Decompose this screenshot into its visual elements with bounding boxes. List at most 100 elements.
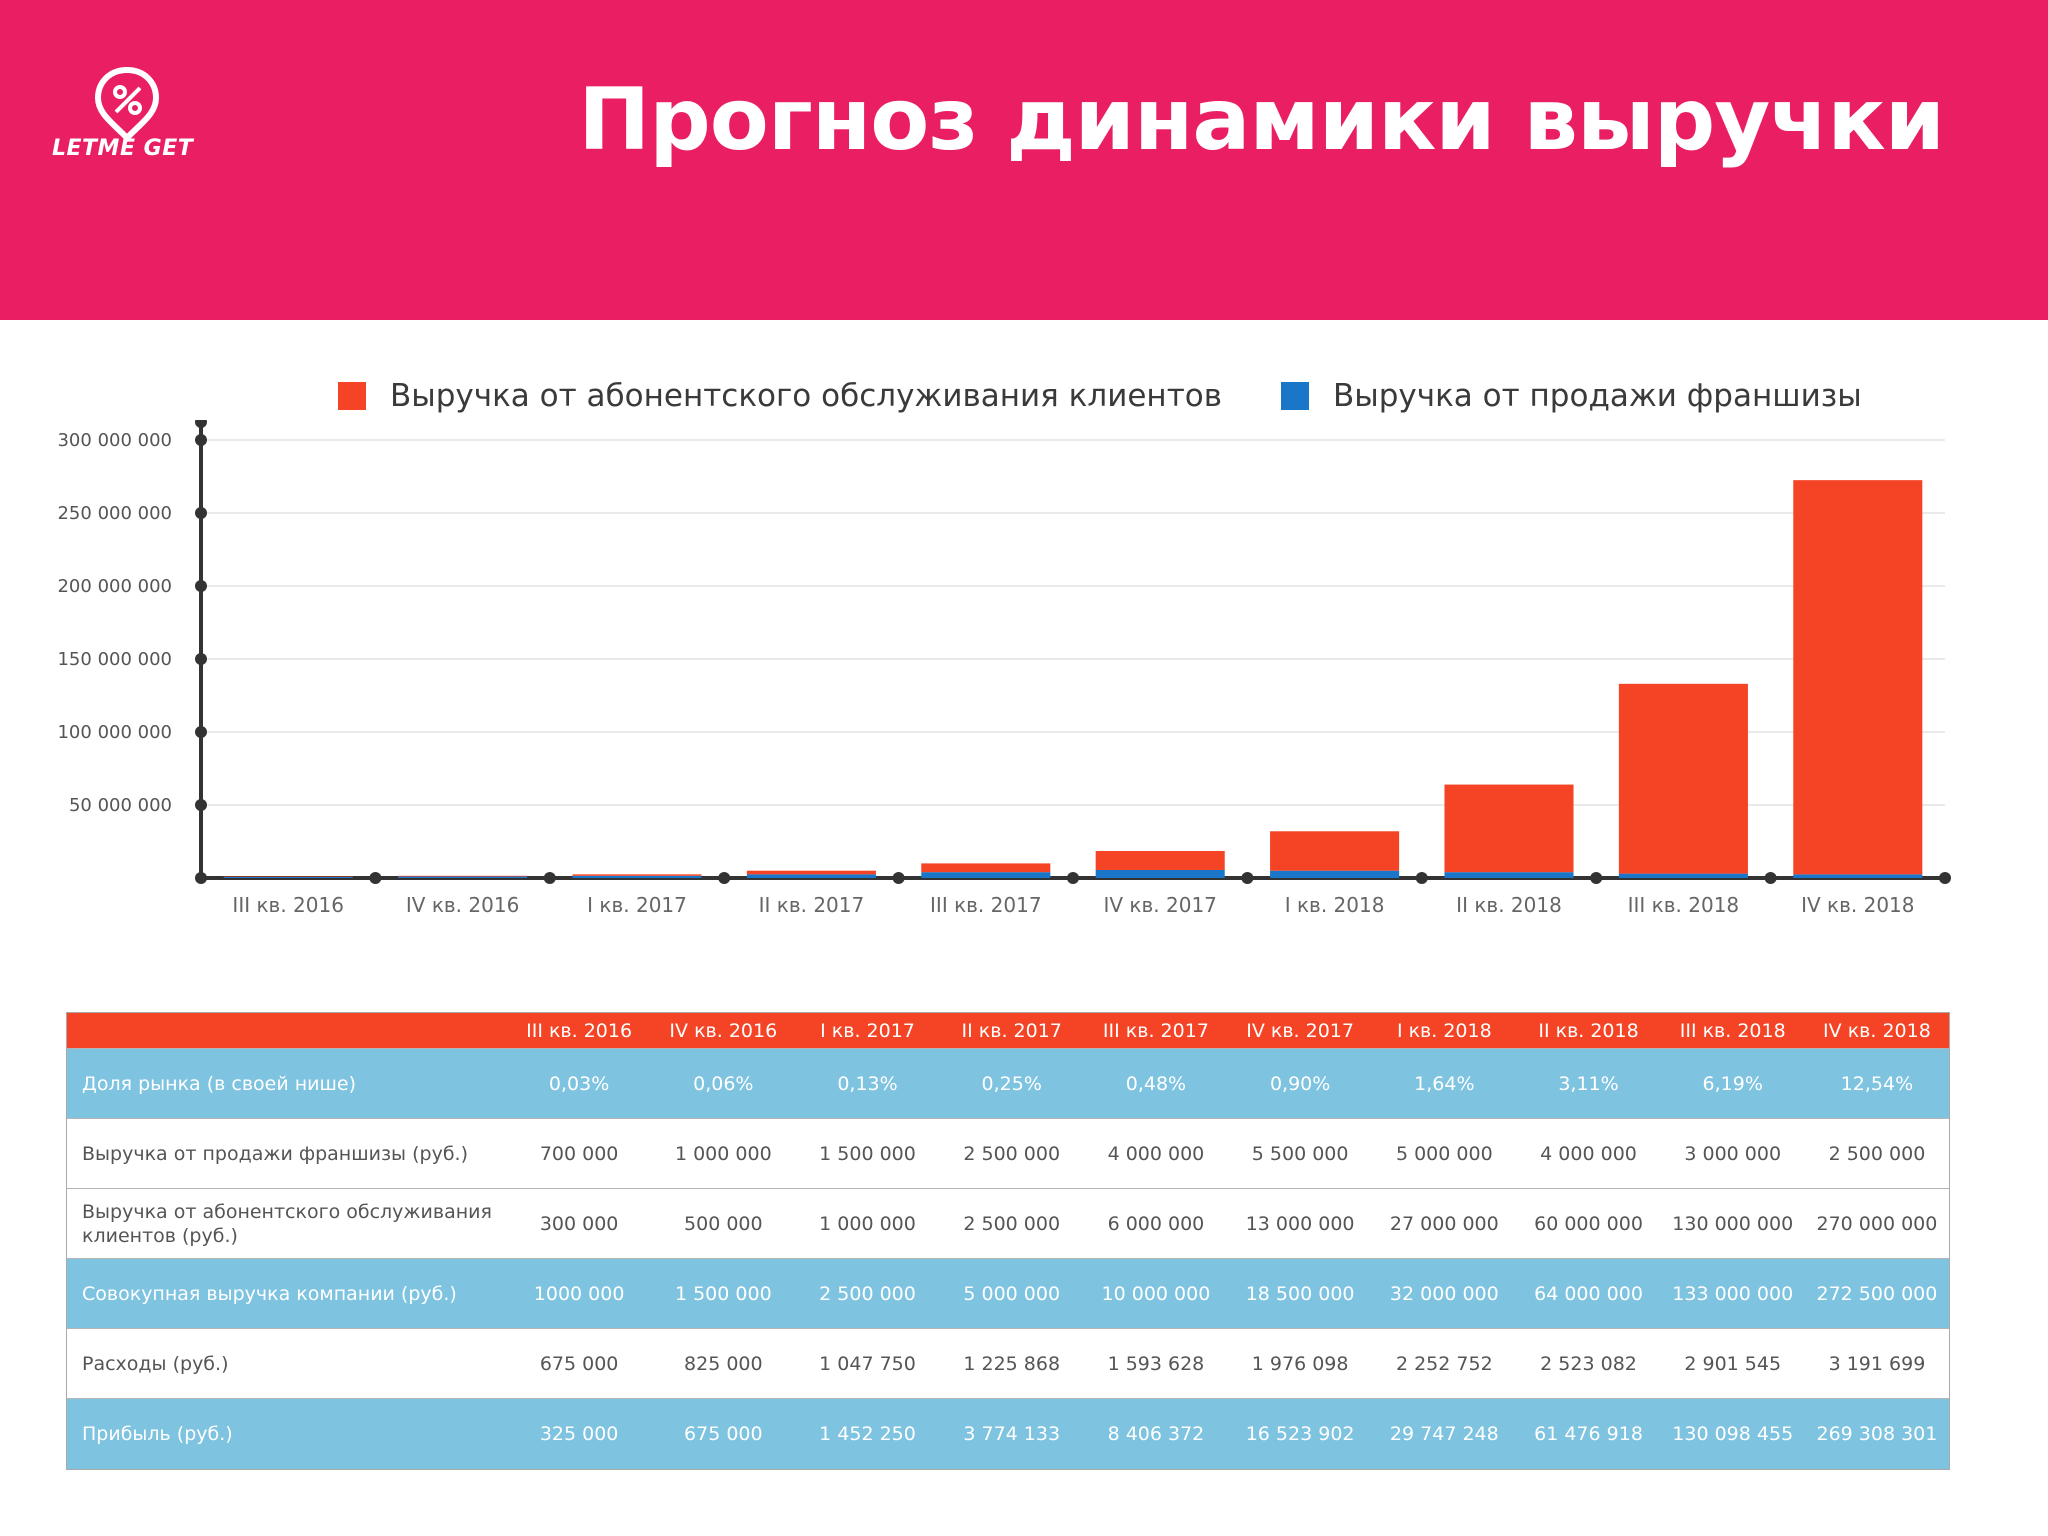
table-cell: 1 000 000 bbox=[674, 1142, 772, 1165]
table-cell: 269 308 301 bbox=[1816, 1423, 1938, 1445]
table-cell: 13 000 000 bbox=[1245, 1212, 1355, 1235]
x-tick-label: IV кв. 2017 bbox=[1103, 893, 1216, 917]
table-cell: 1,64% bbox=[1414, 1072, 1475, 1095]
table-header-cell: IV кв. 2016 bbox=[669, 1019, 778, 1042]
legend-label-franchise: Выручка от продажи франшизы bbox=[1333, 378, 1862, 414]
y-tick-label: 50 000 000 bbox=[69, 795, 172, 816]
x-tick-label: III кв. 2018 bbox=[1628, 893, 1740, 917]
table-cell: 1 452 250 bbox=[819, 1423, 916, 1445]
x-tick-label: I кв. 2017 bbox=[587, 893, 687, 917]
bar-subscription bbox=[1095, 850, 1225, 870]
table-cell: 675 000 bbox=[684, 1423, 763, 1445]
bar-subscription bbox=[572, 874, 702, 876]
table-cell: 0,48% bbox=[1125, 1072, 1187, 1095]
table-row-label: Выручка от абонентского обслуживания кли… bbox=[82, 1200, 492, 1247]
table-cell: 0,13% bbox=[837, 1072, 898, 1095]
logo: LETME GET bbox=[52, 64, 202, 174]
table-row: Прибыль (руб.) 325 000 675 000 1 452 250 3 7… bbox=[67, 1399, 1949, 1469]
table-header-cell: II кв. 2018 bbox=[1538, 1019, 1639, 1042]
table-cell: 0,90% bbox=[1269, 1072, 1331, 1095]
table-cell: 300 000 bbox=[539, 1212, 619, 1235]
y-tick-label: 150 000 000 bbox=[57, 649, 172, 670]
table-cell: 270 000 000 bbox=[1816, 1212, 1938, 1235]
table-cell: 130 098 455 bbox=[1672, 1423, 1794, 1445]
table-cell: 5 000 000 bbox=[1395, 1142, 1493, 1165]
x-tick-label: II кв. 2018 bbox=[1456, 893, 1562, 917]
revenue-chart: 50 000 000 100 000 000 150 000 000 200 000 … bbox=[57, 420, 1951, 917]
table-cell: 2 901 545 bbox=[1684, 1352, 1782, 1375]
table-cell: 6,19% bbox=[1702, 1072, 1763, 1095]
table-row: Выручка от продажи франшизы (руб.) 700 00… bbox=[67, 1119, 1949, 1189]
table-cell: 5 500 000 bbox=[1251, 1142, 1349, 1165]
bar-subscription bbox=[921, 863, 1051, 873]
table-cell: 3 191 699 bbox=[1828, 1352, 1926, 1375]
bar-franchise bbox=[223, 876, 353, 878]
table-header-cell: III кв. 2016 bbox=[526, 1019, 633, 1042]
table-cell: 4 000 000 bbox=[1540, 1142, 1637, 1165]
y-axis-top-dot bbox=[195, 420, 207, 428]
x-tick-label: II кв. 2017 bbox=[759, 893, 865, 917]
table-cell: 29 747 248 bbox=[1389, 1423, 1499, 1445]
table-cell: 2 500 000 bbox=[819, 1282, 916, 1305]
table-cell: 1 976 098 bbox=[1251, 1352, 1349, 1375]
x-axis-tick-dot bbox=[369, 872, 382, 884]
table-header-cell: III кв. 2017 bbox=[1102, 1019, 1209, 1042]
bar-franchise bbox=[398, 876, 528, 878]
table-row: Совокупная выручка компании (руб.) 1000 0… bbox=[67, 1259, 1949, 1329]
table-header-row: III кв. 2016 IV кв. 2016 I кв. 2017 II кв. … bbox=[67, 1013, 1949, 1049]
table-cell: 60 000 000 bbox=[1534, 1212, 1643, 1235]
table-cell: 12,54% bbox=[1840, 1072, 1914, 1095]
table-cell: 8 406 372 bbox=[1107, 1423, 1205, 1445]
table-row-label: Прибыль (руб.) bbox=[82, 1423, 233, 1445]
table-header-cell: I кв. 2017 bbox=[820, 1019, 915, 1042]
x-tick-label: III кв. 2016 bbox=[232, 893, 344, 917]
y-tick-label: 100 000 000 bbox=[57, 722, 172, 743]
table-cell: 0,03% bbox=[548, 1072, 610, 1095]
table-row-label: Выручка от продажи франшизы (руб.) bbox=[82, 1142, 468, 1165]
table-header-cell: I кв. 2018 bbox=[1396, 1019, 1492, 1042]
bar-subscription bbox=[1270, 831, 1400, 871]
x-axis-tick-dot bbox=[195, 872, 207, 884]
table-cell: 272 500 000 bbox=[1816, 1282, 1938, 1305]
y-tick-label: 250 000 000 bbox=[57, 503, 172, 524]
table-cell: 325 000 bbox=[539, 1423, 619, 1445]
x-axis-tick-dot bbox=[892, 872, 905, 884]
table-row-label: Совокупная выручка компании (руб.) bbox=[82, 1282, 457, 1305]
legend-swatch-subscription bbox=[338, 382, 366, 410]
table-cell: 1 500 000 bbox=[674, 1282, 772, 1305]
x-tick-label: IV кв. 2018 bbox=[1801, 893, 1914, 917]
table-cell: 1 000 000 bbox=[819, 1212, 916, 1235]
x-tick-label: IV кв. 2016 bbox=[406, 893, 519, 917]
table-cell: 3 000 000 bbox=[1684, 1142, 1782, 1165]
logo-pin-icon bbox=[94, 66, 160, 143]
table-cell: 700 000 bbox=[539, 1142, 619, 1165]
table-row-label: Расходы (руб.) bbox=[82, 1352, 229, 1375]
table-cell: 3 774 133 bbox=[963, 1423, 1061, 1445]
table-cell: 130 000 000 bbox=[1672, 1212, 1794, 1235]
chart-legend: Выручка от абонентского обслуживания кли… bbox=[0, 378, 2048, 428]
table-header-cell: III кв. 2018 bbox=[1679, 1019, 1786, 1042]
x-axis-tick-dot bbox=[543, 872, 556, 884]
legend-label-subscription: Выручка от абонентского обслуживания кли… bbox=[390, 378, 1222, 414]
table-cell: 10 000 000 bbox=[1101, 1282, 1211, 1305]
bar-franchise bbox=[1444, 872, 1574, 878]
table-cell: 2 523 082 bbox=[1540, 1352, 1637, 1375]
table-cell: 4 000 000 bbox=[1107, 1142, 1205, 1165]
table-header-cell: IV кв. 2018 bbox=[1823, 1019, 1931, 1042]
bar-franchise bbox=[1270, 870, 1400, 878]
table-cell: 2 252 752 bbox=[1395, 1352, 1493, 1375]
table-cell: 3,11% bbox=[1558, 1072, 1619, 1095]
x-axis-tick-dot bbox=[718, 872, 731, 884]
header-banner: LETME GET Прогноз динамики выручки bbox=[0, 0, 2048, 320]
table-cell: 64 000 000 bbox=[1534, 1282, 1643, 1305]
table-cell: 16 523 902 bbox=[1245, 1423, 1355, 1445]
bar-subscription bbox=[398, 875, 528, 877]
logo-text: LETME GET bbox=[52, 136, 194, 161]
table-header-corner bbox=[67, 1013, 507, 1048]
bar-franchise bbox=[921, 872, 1051, 878]
bar-franchise bbox=[572, 875, 702, 878]
table-cell: 18 500 000 bbox=[1245, 1282, 1355, 1305]
x-axis-tick-dot bbox=[1241, 872, 1254, 884]
x-axis-tick-dot bbox=[1764, 872, 1777, 884]
x-axis-tick-dot bbox=[1939, 872, 1951, 884]
